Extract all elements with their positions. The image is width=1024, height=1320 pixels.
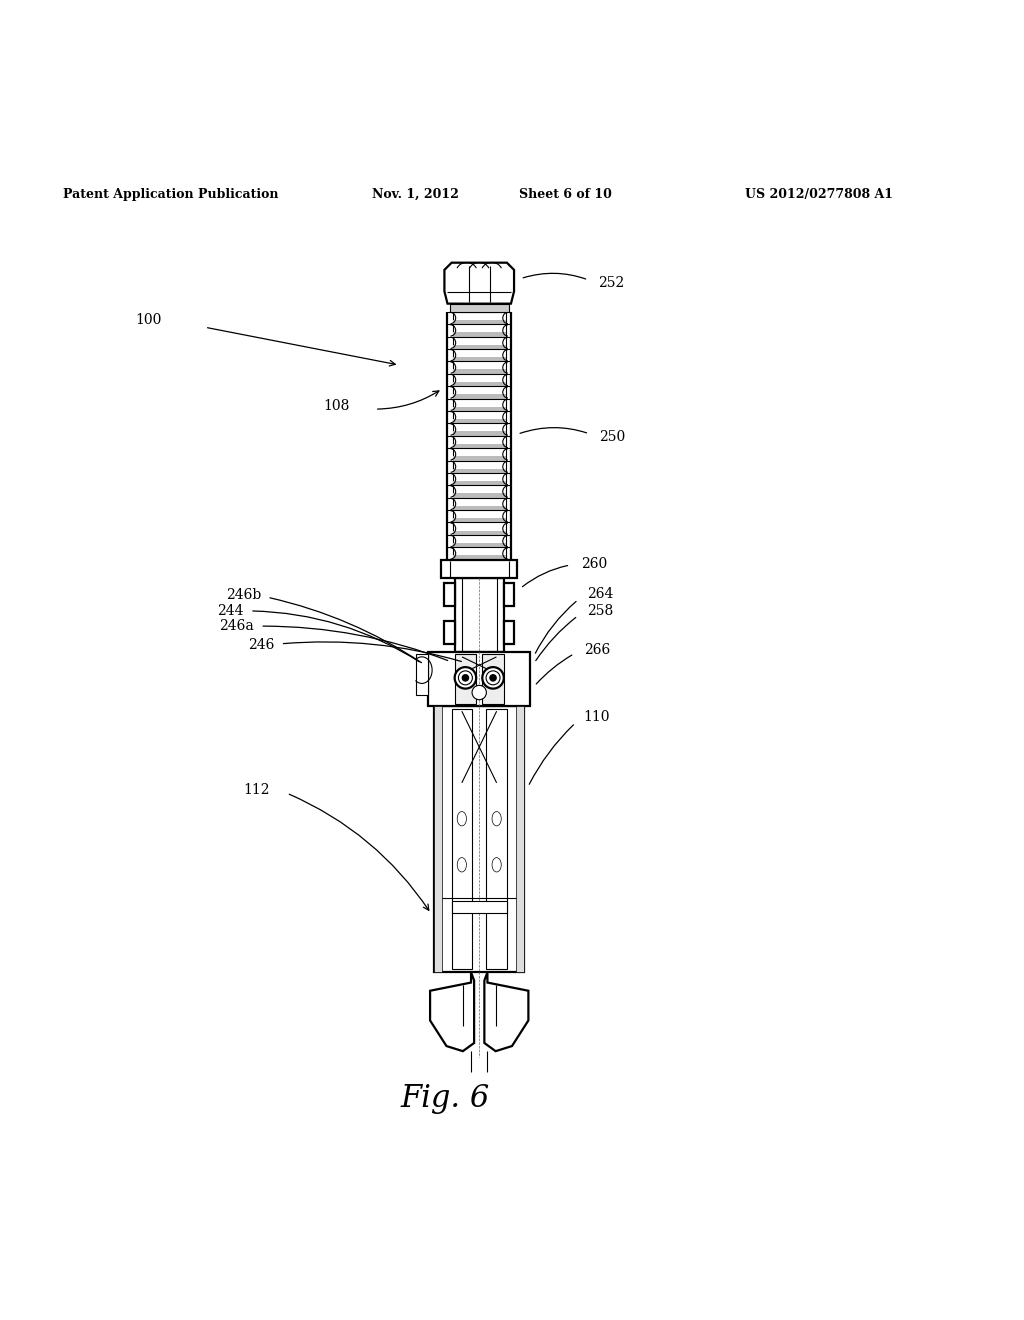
Ellipse shape: [493, 858, 502, 873]
Circle shape: [482, 667, 504, 689]
Text: Patent Application Publication: Patent Application Publication: [63, 187, 279, 201]
Bar: [453, 519, 506, 523]
Text: Nov. 1, 2012: Nov. 1, 2012: [373, 187, 459, 201]
Bar: [453, 407, 506, 411]
Circle shape: [472, 685, 486, 700]
Bar: [516, 706, 524, 973]
Bar: [455, 578, 504, 652]
Bar: [486, 709, 507, 969]
Bar: [504, 622, 514, 644]
Bar: [453, 494, 506, 498]
Text: Sheet 6 of 10: Sheet 6 of 10: [519, 187, 611, 201]
Bar: [453, 381, 506, 387]
Bar: [453, 506, 506, 510]
Bar: [453, 531, 506, 535]
Bar: [453, 370, 506, 374]
Polygon shape: [484, 973, 528, 1051]
Bar: [453, 444, 506, 447]
Polygon shape: [444, 263, 514, 304]
Text: 246a: 246a: [219, 619, 254, 634]
Text: 110: 110: [584, 710, 610, 725]
Bar: [450, 304, 509, 312]
Bar: [453, 432, 506, 436]
Bar: [452, 900, 507, 913]
Bar: [434, 706, 442, 973]
Bar: [453, 333, 506, 337]
Bar: [453, 543, 506, 548]
Circle shape: [486, 671, 500, 685]
Circle shape: [455, 667, 476, 689]
Text: 246b: 246b: [226, 589, 261, 602]
Text: 108: 108: [324, 399, 350, 413]
Bar: [453, 418, 506, 424]
Bar: [434, 706, 524, 973]
Text: 264: 264: [587, 587, 613, 602]
Ellipse shape: [457, 812, 467, 826]
Bar: [444, 583, 455, 606]
Bar: [453, 457, 506, 461]
Ellipse shape: [457, 858, 467, 873]
Text: 260: 260: [581, 557, 607, 570]
Bar: [452, 709, 472, 969]
Bar: [453, 469, 506, 473]
Text: 250: 250: [599, 430, 626, 444]
Text: 252: 252: [598, 276, 625, 290]
Bar: [444, 622, 455, 644]
Text: Fig. 6: Fig. 6: [400, 1082, 490, 1114]
Text: 266: 266: [584, 643, 610, 657]
Bar: [455, 653, 476, 704]
Circle shape: [459, 671, 472, 685]
Bar: [504, 583, 514, 606]
Bar: [428, 652, 530, 706]
Text: 100: 100: [135, 313, 162, 327]
Text: 112: 112: [244, 783, 270, 797]
Bar: [453, 556, 506, 560]
Text: 258: 258: [587, 603, 613, 618]
Polygon shape: [430, 973, 474, 1051]
Bar: [482, 653, 504, 704]
Bar: [416, 653, 428, 694]
Bar: [453, 480, 506, 486]
Circle shape: [490, 675, 496, 681]
Bar: [453, 358, 506, 362]
Ellipse shape: [493, 812, 502, 826]
Text: 246: 246: [248, 638, 274, 652]
Bar: [453, 345, 506, 348]
Bar: [441, 560, 517, 578]
Bar: [453, 319, 506, 325]
Text: US 2012/0277808 A1: US 2012/0277808 A1: [745, 187, 893, 201]
Circle shape: [463, 675, 468, 681]
Bar: [453, 395, 506, 399]
Text: 244: 244: [217, 603, 244, 618]
